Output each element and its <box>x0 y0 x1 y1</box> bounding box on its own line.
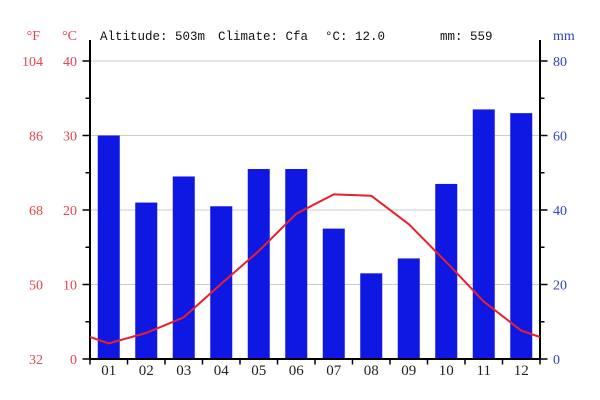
celsius-tick-label: 30 <box>63 130 77 145</box>
month-label: 09 <box>401 363 416 379</box>
month-label: 11 <box>477 363 491 379</box>
climate-class-label: Climate: Cfa <box>218 30 309 44</box>
fahrenheit-tick-label: 104 <box>22 55 43 70</box>
mm-tick-label: 20 <box>553 279 567 294</box>
celsius-axis-header: °C <box>62 29 77 44</box>
month-label: 05 <box>251 363 266 379</box>
mm-tick-label: 40 <box>553 204 567 219</box>
fahrenheit-tick-label: 86 <box>29 130 43 145</box>
celsius-tick-label: 20 <box>63 204 77 219</box>
temperature-line <box>89 193 541 345</box>
month-label: 03 <box>176 363 191 379</box>
mm-tick-label: 80 <box>553 55 567 70</box>
precip-bar-08 <box>360 273 383 359</box>
precip-bar-11 <box>472 109 495 359</box>
fahrenheit-tick-label: 50 <box>29 279 43 294</box>
fahrenheit-tick-label: 68 <box>29 204 43 219</box>
mm-axis-header: mm <box>553 29 575 44</box>
mm-tick-label: 60 <box>553 130 567 145</box>
month-label: 08 <box>364 363 379 379</box>
fahrenheit-tick-label: 32 <box>29 353 43 368</box>
fahrenheit-axis-header: °F <box>26 29 40 44</box>
precip-bar-12 <box>510 113 533 360</box>
celsius-tick-label: 10 <box>63 279 77 294</box>
celsius-tick-label: 0 <box>70 353 77 368</box>
precip-bar-06 <box>285 169 308 359</box>
precip-bar-09 <box>397 258 420 359</box>
month-label: 06 <box>289 363 305 379</box>
mm-tick-label: 0 <box>553 353 560 368</box>
precip-bar-03 <box>172 176 195 359</box>
month-label: 07 <box>326 363 342 379</box>
precip-bar-05 <box>247 169 270 359</box>
month-label: 01 <box>101 363 116 379</box>
precip-bar-01 <box>97 135 120 359</box>
month-label: 12 <box>514 363 529 379</box>
month-label: 10 <box>439 363 454 379</box>
precip-bar-07 <box>322 228 345 359</box>
altitude-label: Altitude: 503m <box>100 30 206 44</box>
annual-precipitation-label: mm: 559 <box>440 30 493 44</box>
precip-bar-02 <box>135 202 158 359</box>
month-label: 04 <box>214 363 230 379</box>
precip-bar-10 <box>435 183 458 359</box>
mean-temperature-label: °C: 12.0 <box>325 30 386 44</box>
month-label: 02 <box>139 363 154 379</box>
celsius-tick-label: 40 <box>63 55 77 70</box>
